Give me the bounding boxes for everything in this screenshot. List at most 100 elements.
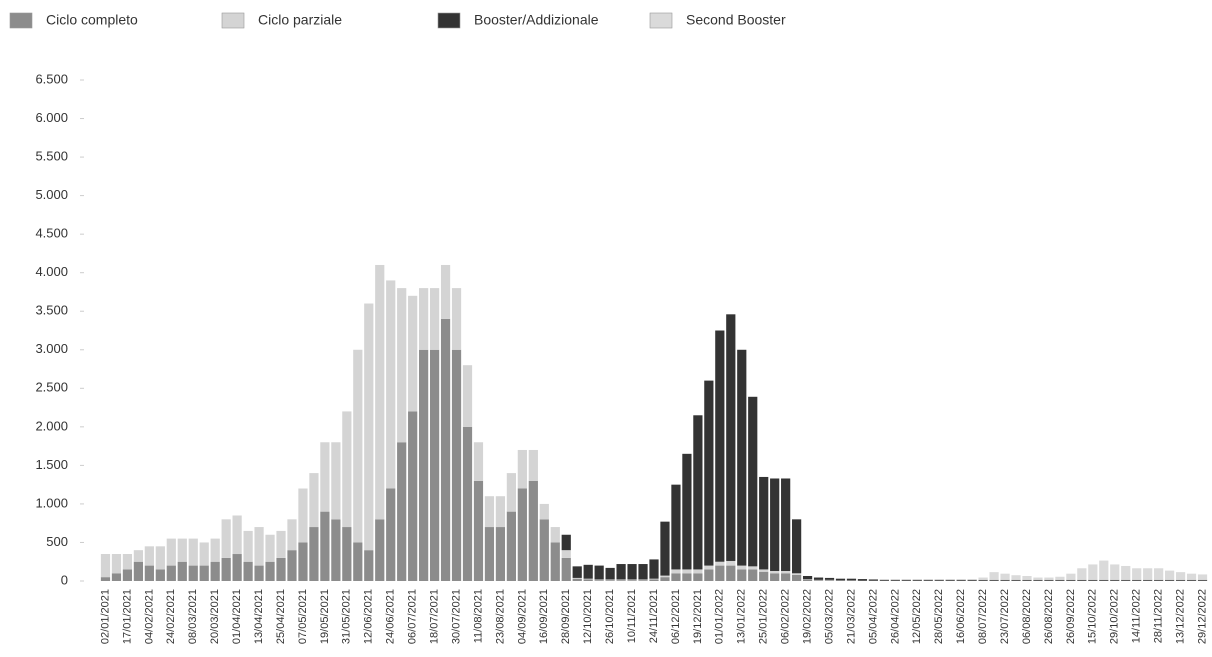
bar-segment — [1143, 568, 1153, 580]
bar-segment — [276, 557, 286, 581]
bar-segment — [506, 473, 516, 512]
y-tick-label: 4.000 — [35, 264, 68, 279]
bar-segment — [770, 573, 780, 581]
bar-segment — [1110, 579, 1120, 581]
bar-segment — [408, 411, 418, 581]
bar-segment — [188, 565, 198, 581]
bar-segment — [824, 577, 835, 580]
bar-segment — [364, 550, 374, 581]
bar-segment — [715, 561, 725, 566]
x-tick-label: 20/03/2021 — [209, 589, 221, 644]
bar-segment — [528, 480, 538, 581]
bar-segment — [462, 426, 473, 581]
bar-segment — [627, 564, 637, 580]
bar-segment — [1088, 579, 1098, 581]
bar-segment — [1000, 579, 1010, 581]
x-tick-label: 26/04/2022 — [889, 589, 901, 644]
bar-segment — [397, 288, 407, 443]
bar-segment — [660, 575, 670, 578]
bar-segment — [605, 580, 615, 581]
bar-segment — [1132, 568, 1142, 580]
bar-segment — [726, 565, 736, 581]
bar-segment — [210, 538, 220, 562]
bar-segment — [879, 579, 889, 581]
bar-segment — [671, 569, 681, 574]
bar-segment — [364, 303, 374, 551]
x-tick-label: 26/09/2022 — [1065, 589, 1077, 644]
bar-segment — [561, 550, 571, 558]
bar-segment — [111, 554, 122, 574]
bar-segment — [462, 365, 473, 427]
bar-segment — [419, 349, 429, 581]
bar-segment — [309, 527, 319, 581]
bar-segment — [298, 488, 308, 543]
bar-segment — [923, 579, 933, 580]
bar-segment — [561, 534, 571, 551]
bar-segment — [726, 314, 736, 561]
x-tick-label: 13/04/2021 — [253, 589, 265, 644]
bar-segment — [627, 579, 637, 581]
bar-segment — [1055, 579, 1065, 581]
x-tick-label: 04/02/2021 — [143, 589, 155, 644]
bar-segment — [221, 519, 231, 558]
x-tick-label: 29/10/2022 — [1109, 589, 1121, 644]
bar-segment — [177, 561, 187, 581]
bar-segment — [989, 579, 999, 581]
legend-swatch — [9, 12, 33, 29]
bar-segment — [265, 561, 275, 581]
bar-segment — [1143, 579, 1153, 581]
bar-segment — [550, 542, 560, 581]
legend-swatch — [649, 12, 673, 29]
bar-segment — [221, 557, 231, 581]
bar-segment — [638, 564, 648, 580]
x-tick-label: 12/06/2021 — [363, 589, 375, 644]
bar-segment — [726, 560, 736, 566]
y-tick-label: 5.000 — [35, 187, 68, 202]
bar-segment — [956, 579, 966, 580]
x-tick-label: 08/03/2021 — [187, 589, 199, 644]
bar-segment — [802, 575, 813, 580]
x-tick-label: 06/07/2021 — [407, 589, 419, 644]
x-tick-label: 30/07/2021 — [450, 589, 462, 644]
bar-segment — [1197, 579, 1208, 581]
bar-segment — [177, 538, 187, 562]
bar-segment — [583, 578, 593, 580]
bar-segment — [561, 557, 571, 581]
bar-segment — [1011, 575, 1021, 580]
y-tick-label: 3.500 — [35, 303, 68, 318]
bar-segment — [835, 578, 846, 581]
bar-segment — [254, 527, 264, 566]
bar-segment — [440, 318, 451, 581]
bar-segment — [605, 579, 615, 581]
bar-segment — [353, 542, 363, 581]
bar-segment — [759, 571, 769, 581]
bar-segment — [1197, 574, 1208, 580]
bar-segment — [506, 511, 516, 581]
bar-segment — [594, 565, 604, 580]
bar-segment — [912, 579, 922, 581]
bar-segment — [649, 579, 659, 581]
bar-segment — [276, 530, 286, 558]
bar-segment — [901, 579, 911, 580]
bar-segment — [342, 527, 352, 581]
x-tick-label: 31/05/2021 — [341, 589, 353, 644]
x-tick-label: 12/05/2022 — [911, 589, 923, 644]
bar-segment — [605, 567, 615, 580]
bar-segment — [451, 288, 462, 350]
bar-segment — [890, 579, 900, 581]
bar-segment — [1077, 568, 1087, 580]
bar-segment — [495, 527, 506, 581]
x-tick-label: 18/07/2021 — [429, 589, 441, 644]
bar-segment — [890, 579, 900, 580]
bar-segment — [857, 579, 868, 581]
bar-segment — [649, 559, 659, 579]
y-tick-label: 3.000 — [35, 341, 68, 356]
x-tick-label: 21/03/2022 — [845, 589, 857, 644]
bar-segment — [759, 569, 769, 572]
bar-segment — [298, 542, 308, 581]
bar-segment — [451, 349, 462, 581]
bar-segment — [759, 476, 769, 570]
bar-segment — [1164, 579, 1175, 581]
x-tick-label: 28/09/2021 — [560, 589, 572, 644]
bar-segment — [155, 569, 165, 581]
